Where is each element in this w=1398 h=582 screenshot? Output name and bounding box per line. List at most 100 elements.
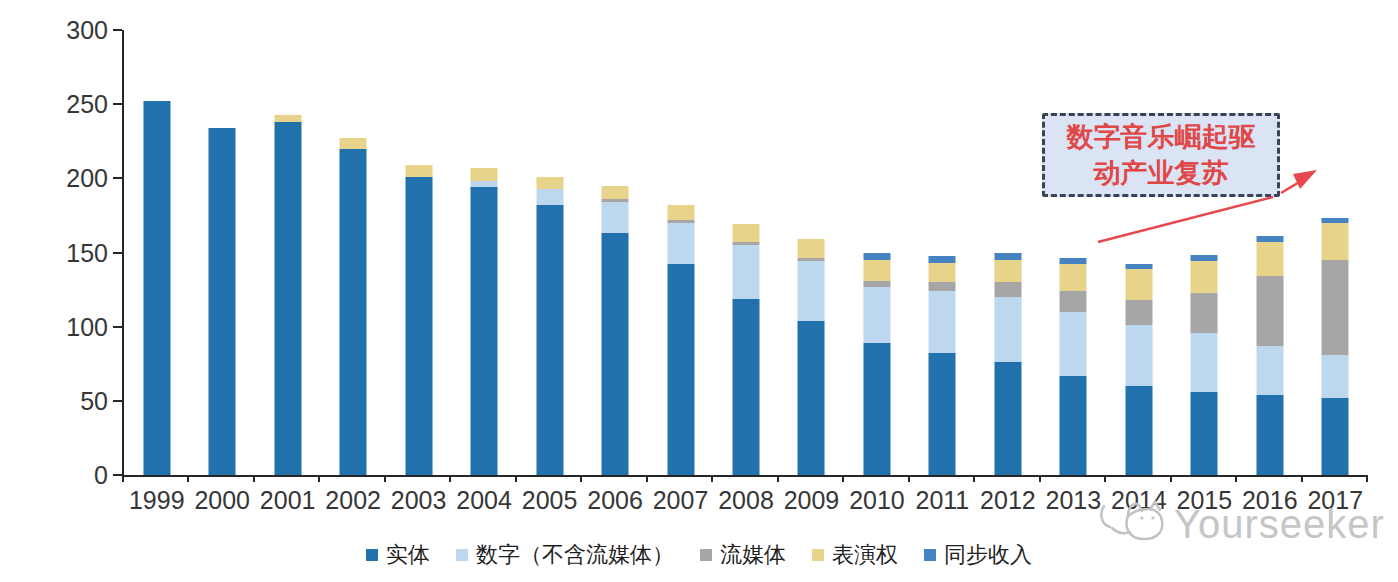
- bar-column-2014: 2014: [1106, 30, 1171, 475]
- x-axis-tick: [1235, 475, 1237, 482]
- bar-segment-performance-rights: [667, 205, 694, 220]
- x-axis-tick: [777, 475, 779, 482]
- x-axis-tick: [842, 475, 844, 482]
- chart-canvas: 050100150200250300 199920002001200220032…: [0, 0, 1398, 582]
- bar-segment-digital-excl-streaming: [602, 202, 629, 233]
- bar-segment-physical: [1125, 386, 1152, 475]
- bar-stack-2004: [471, 168, 498, 475]
- x-axis-tick: [580, 475, 582, 482]
- y-axis-label: 50: [28, 386, 108, 416]
- bar-column-2003: 2003: [386, 30, 451, 475]
- bar-stack-2002: [340, 138, 367, 475]
- y-axis-label: 100: [28, 312, 108, 342]
- y-axis-label: 150: [28, 238, 108, 268]
- bar-stack-2013: [1060, 258, 1087, 475]
- y-axis-label: 200: [28, 163, 108, 193]
- bar-column-2002: 2002: [320, 30, 385, 475]
- bar-segment-performance-rights: [405, 165, 432, 177]
- bar-segment-digital-excl-streaming: [1125, 325, 1152, 386]
- y-axis-tick: [113, 252, 122, 254]
- bar-stack-2010: [863, 253, 890, 475]
- bar-segment-physical: [1060, 376, 1087, 475]
- bar-stack-2008: [732, 224, 759, 475]
- x-axis-tick: [122, 475, 124, 482]
- x-axis-tick: [711, 475, 713, 482]
- bar-segment-sync-revenue: [994, 253, 1021, 260]
- bar-column-2001: 2001: [255, 30, 320, 475]
- bar-segment-streaming: [1060, 291, 1087, 312]
- bar-segment-performance-rights: [536, 177, 563, 189]
- bar-stack-2015: [1191, 255, 1218, 475]
- bar-segment-performance-rights: [994, 260, 1021, 282]
- x-axis-tick: [646, 475, 648, 482]
- bar-segment-physical: [536, 205, 563, 475]
- bar-segment-physical: [1256, 395, 1283, 475]
- legend-swatch-performance-rights: [812, 549, 824, 561]
- y-axis-tick: [113, 474, 122, 476]
- y-axis-tick: [113, 326, 122, 328]
- bar-segment-digital-excl-streaming: [929, 291, 956, 353]
- bar-segment-performance-rights: [798, 239, 825, 258]
- bar-stack-2001: [274, 115, 301, 475]
- bar-segment-physical: [667, 264, 694, 475]
- bar-segment-physical: [143, 101, 170, 475]
- x-axis-tick: [1104, 475, 1106, 482]
- bar-column-2006: 2006: [582, 30, 647, 475]
- bar-segment-physical: [994, 362, 1021, 475]
- annotation-text-line2: 动产业复苏: [1045, 155, 1277, 191]
- bar-segment-physical: [209, 128, 236, 475]
- bar-segment-physical: [405, 177, 432, 475]
- bar-segment-streaming: [1322, 260, 1349, 355]
- bar-segment-streaming: [1191, 293, 1218, 333]
- bar-column-2016: 2016: [1237, 30, 1302, 475]
- bar-column-2007: 2007: [648, 30, 713, 475]
- legend-item-streaming: 流媒体: [700, 540, 786, 570]
- bar-segment-digital-excl-streaming: [1322, 355, 1349, 398]
- bar-column-2005: 2005: [517, 30, 582, 475]
- bar-segment-performance-rights: [1256, 242, 1283, 276]
- y-axis-tick: [113, 103, 122, 105]
- x-axis-tick: [973, 475, 975, 482]
- bar-segment-digital-excl-streaming: [1256, 346, 1283, 395]
- bar-stack-2007: [667, 205, 694, 475]
- bar-segment-streaming: [1125, 300, 1152, 325]
- x-axis-tick: [1366, 475, 1368, 482]
- y-axis-labels: 050100150200250300: [28, 0, 108, 582]
- legend-label-digital-excl-streaming: 数字（不含流媒体）: [476, 540, 674, 570]
- bar-segment-digital-excl-streaming: [667, 223, 694, 265]
- bar-column-2017: 2017: [1303, 30, 1368, 475]
- legend-swatch-digital-excl-streaming: [456, 549, 468, 561]
- bar-column-2000: 2000: [189, 30, 254, 475]
- bar-segment-performance-rights: [732, 224, 759, 242]
- bar-segment-digital-excl-streaming: [994, 297, 1021, 362]
- legend-label-sync-revenue: 同步收入: [944, 540, 1032, 570]
- bar-segment-performance-rights: [471, 168, 498, 181]
- bar-segment-sync-revenue: [929, 256, 956, 263]
- bar-segment-performance-rights: [863, 260, 890, 281]
- bar-stack-2012: [994, 253, 1021, 475]
- bar-column-2009: 2009: [779, 30, 844, 475]
- bar-column-2012: 2012: [975, 30, 1040, 475]
- bar-segment-physical: [929, 353, 956, 475]
- bar-segment-performance-rights: [1322, 223, 1349, 260]
- bar-segment-physical: [863, 343, 890, 475]
- bar-segment-digital-excl-streaming: [798, 261, 825, 320]
- bar-stack-2011: [929, 256, 956, 475]
- y-axis-label: 250: [28, 89, 108, 119]
- bar-segment-streaming: [1256, 276, 1283, 346]
- legend-item-performance-rights: 表演权: [812, 540, 898, 570]
- bar-segment-streaming: [929, 282, 956, 291]
- bar-segment-physical: [1191, 392, 1218, 475]
- legend-swatch-streaming: [700, 549, 712, 561]
- annotation-box: 数字音乐崛起驱 动产业复苏: [1042, 113, 1280, 197]
- bar-stack-2016: [1256, 236, 1283, 475]
- bar-column-2004: 2004: [451, 30, 516, 475]
- y-axis-tick: [113, 29, 122, 31]
- bar-segment-digital-excl-streaming: [863, 287, 890, 343]
- bar-segment-performance-rights: [602, 186, 629, 199]
- x-axis-tick: [318, 475, 320, 482]
- x-axis-tick: [515, 475, 517, 482]
- watermark-text: Yourseeker: [1174, 502, 1385, 547]
- x-axis-tick: [1301, 475, 1303, 482]
- bar-segment-performance-rights: [1191, 261, 1218, 292]
